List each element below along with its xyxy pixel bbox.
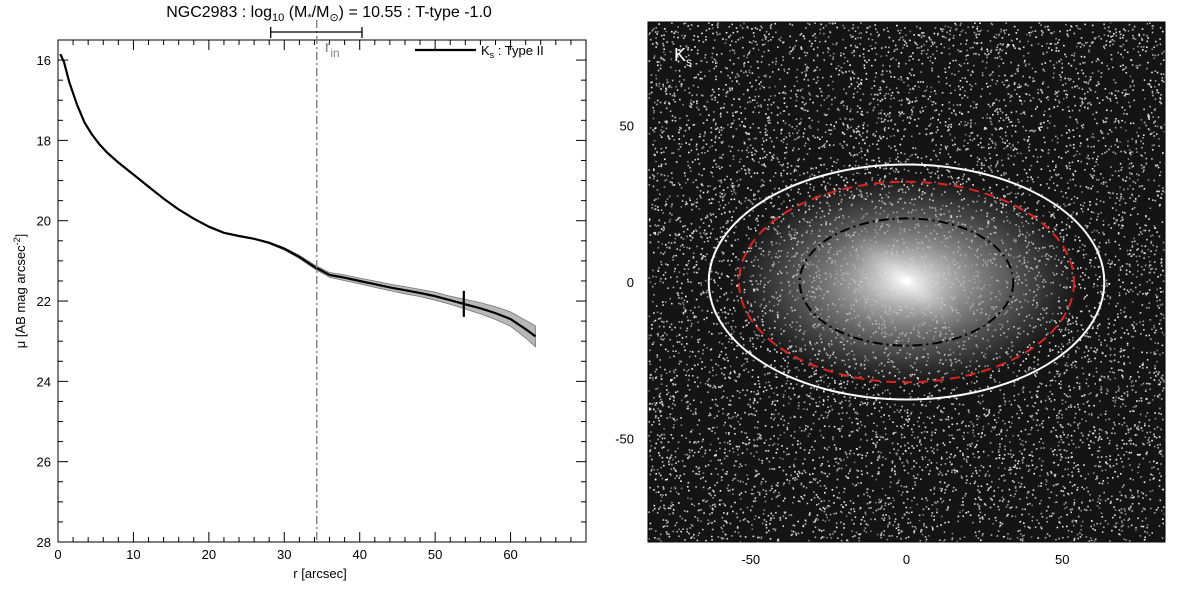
figure-title: NGC2983 : log10 (M*/M⊙) = 10.55 : T-type… [166, 4, 492, 24]
ellipse-r-in [798, 217, 1015, 347]
x-axis-ticks: 0 10 20 30 40 50 60 [54, 40, 518, 562]
image-x-tick-label: 50 [1055, 552, 1069, 567]
x-tick-label: 10 [126, 547, 140, 562]
y-tick-label: 18 [37, 133, 51, 148]
galaxy-core [903, 277, 911, 285]
y-axis-ticks: 16 18 20 22 24 26 28 [37, 53, 586, 550]
ks-image-panel: -50 0 50 -50 0 50 Ks [615, 21, 1166, 567]
profile-line [59, 53, 537, 338]
y-tick-label: 22 [37, 294, 51, 309]
image-y-tick-label: 0 [627, 275, 634, 290]
x-tick-label: 0 [54, 547, 61, 562]
band-label: Ks [674, 45, 692, 69]
plot-frame [57, 39, 587, 543]
image-y-tick-label: -50 [615, 432, 634, 447]
minor-ticks [58, 40, 586, 542]
ellipse-red-dashed [737, 180, 1076, 384]
legend: Ks : Type II [415, 43, 544, 60]
y-tick-label: 24 [37, 374, 51, 389]
image-y-ticks: -50 0 50 [615, 118, 634, 446]
error-band [253, 237, 536, 348]
x-tick-label: 30 [277, 547, 291, 562]
x-tick-label: 50 [428, 547, 442, 562]
image-x-tick-label: 0 [903, 552, 910, 567]
ellipse-outer-white [707, 163, 1106, 401]
r-in-label: rin [325, 37, 340, 60]
legend-label: Ks : Type II [481, 43, 544, 60]
image-frame [647, 21, 1166, 543]
aperture-ellipses [707, 163, 1106, 401]
y-tick-label: 20 [37, 214, 51, 229]
y-tick-label: 16 [37, 53, 51, 68]
image-x-ticks: -50 0 50 [741, 552, 1069, 567]
image-y-tick-label: 50 [620, 118, 634, 133]
y-tick-label: 28 [37, 535, 51, 550]
x-tick-label: 60 [503, 547, 517, 562]
y-tick-label: 26 [37, 455, 51, 470]
profile-plot: 0 10 20 30 40 50 60 16 18 20 22 24 26 28 rin Ks : Ty… [12, 20, 587, 581]
y-axis-label: μ [AB mag arcsec-2] [12, 234, 28, 349]
x-axis-label: r [arcsec] [293, 566, 346, 581]
x-tick-label: 40 [352, 547, 366, 562]
image-x-tick-label: -50 [741, 552, 760, 567]
x-tick-label: 20 [202, 547, 216, 562]
